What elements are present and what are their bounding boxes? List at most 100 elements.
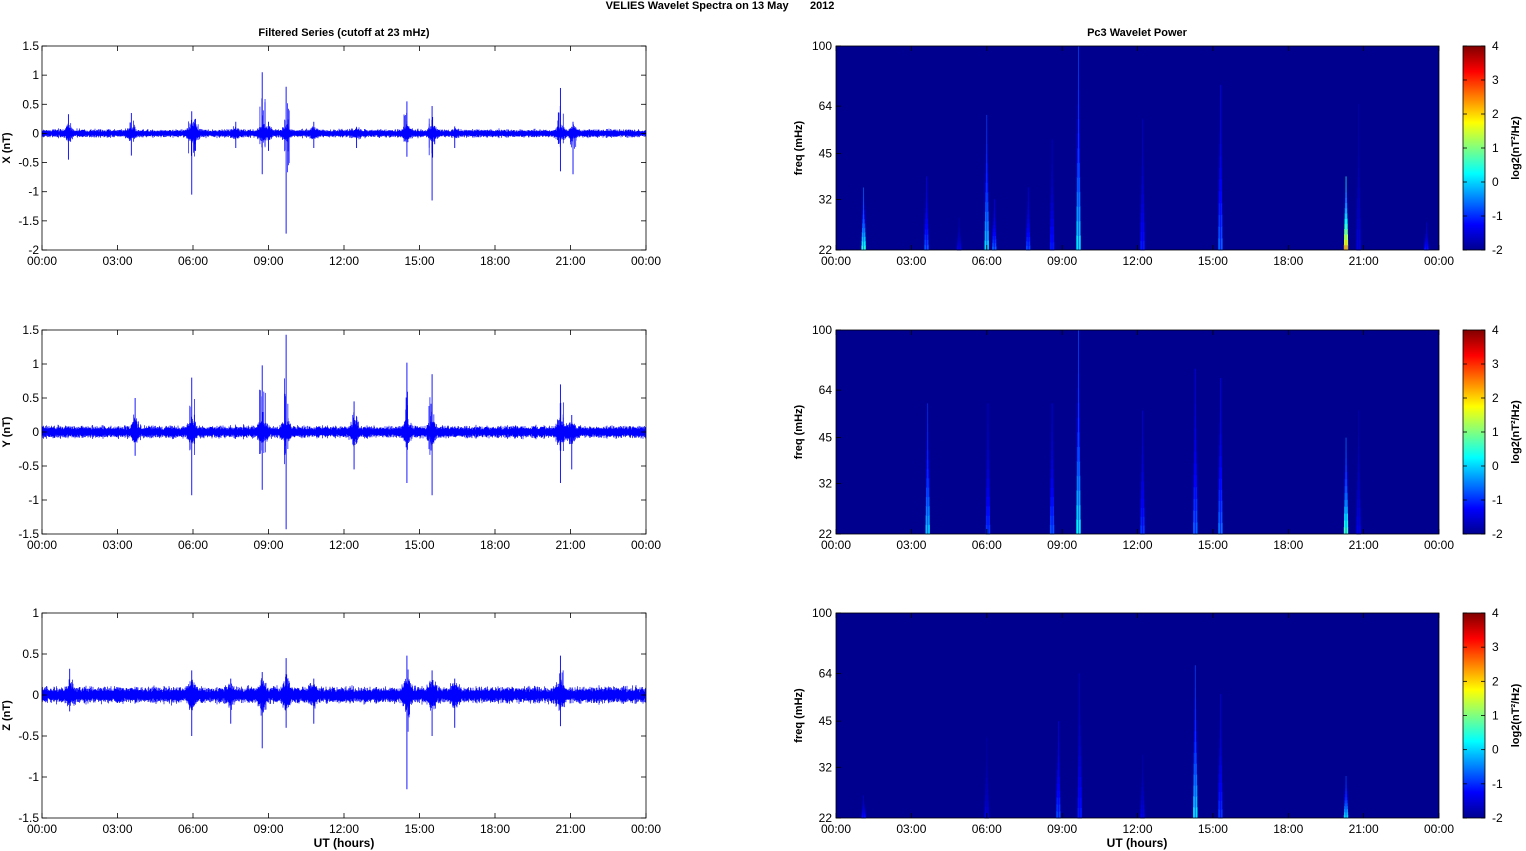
wavelet-power-z-x-tick-label: 18:00 [1273, 822, 1303, 836]
filtered-x-plot-area [42, 46, 646, 250]
filtered-y-x-tick-label: 03:00 [102, 538, 132, 552]
filtered-x-y-tick-label: 1.5 [22, 39, 39, 53]
wavelet-power-y-colorbar-tick-label: 1 [1492, 425, 1499, 439]
figure-title: VELIES Wavelet Spectra on 13 May 2012 [606, 0, 835, 12]
wavelet-power-z-x-tick-label: 06:00 [972, 822, 1002, 836]
wavelet-power-x-x-tick-label: 00:00 [1424, 254, 1454, 268]
wavelet-power-y-colorbar-tick-label: 4 [1492, 323, 1499, 337]
wavelet-power-x-colorbar-tick-label: -2 [1492, 243, 1503, 257]
filtered-y-panel: -1.5 -1 -0.5 0 0.5 1 1.5 00:00 03:00 06:00 09:00 12… [1, 323, 661, 552]
filtered-z-y-tick-label: 1 [32, 606, 39, 620]
filtered-x-y-tick-label: 0.5 [22, 97, 39, 111]
filtered-y-y-tick-label: -1.5 [18, 527, 39, 541]
wavelet-power-z-colorbar-tick-label: 4 [1492, 606, 1499, 620]
filtered-x-x-tick-label: 18:00 [480, 254, 510, 268]
wavelet-power-x-y-tick-label: 64 [819, 99, 833, 113]
filtered-y-y-tick-label: 0.5 [22, 391, 39, 405]
right-column-title: Pc3 Wavelet Power [1087, 27, 1188, 39]
filtered-x-y-tick-label: -0.5 [18, 156, 39, 170]
wavelet-power-x-colorbar-tick-label: 3 [1492, 73, 1499, 87]
filtered-x-x-tick-label: 00:00 [631, 254, 661, 268]
wavelet-power-z-y-tick-label: 45 [819, 714, 833, 728]
wavelet-power-y-y-tick-label: 100 [812, 323, 832, 337]
filtered-z-x-tick-label: 00:00 [631, 822, 661, 836]
wavelet-power-y-x-tick-label: 06:00 [972, 538, 1002, 552]
wavelet-power-y-colorbar-tick-label: -1 [1492, 493, 1503, 507]
filtered-y-x-tick-label: 18:00 [480, 538, 510, 552]
wavelet-power-x-x-tick-label: 15:00 [1198, 254, 1228, 268]
filtered-x-y-tick-label: 1 [32, 68, 39, 82]
filtered-y-y-tick-label: -0.5 [18, 459, 39, 473]
wavelet-power-x-y-tick-label: 45 [819, 147, 833, 161]
filtered-y-y-tick-label: 1 [32, 357, 39, 371]
filtered-z-x-tick-label: 15:00 [404, 822, 434, 836]
wavelet-power-y-x-tick-label: 00:00 [1424, 538, 1454, 552]
wavelet-power-y-y-tick-label: 45 [819, 431, 833, 445]
filtered-y-x-tick-label: 06:00 [178, 538, 208, 552]
wavelet-power-z-x-tick-label: 15:00 [1198, 822, 1228, 836]
wavelet-power-z-x-tick-label: 00:00 [821, 822, 851, 836]
wavelet-power-y-background [836, 330, 1439, 534]
filtered-x-x-tick-label: 03:00 [102, 254, 132, 268]
filtered-x-y-axis-label: X (nT) [1, 132, 13, 163]
wavelet-power-z-y-axis-label: freq (mHz) [793, 688, 805, 743]
wavelet-power-x-y-tick-label: 100 [812, 39, 832, 53]
wavelet-power-y-x-tick-label: 21:00 [1349, 538, 1379, 552]
wavelet-power-z-x-tick-label: 21:00 [1349, 822, 1379, 836]
wavelet-power-z-y-tick-label: 100 [812, 606, 832, 620]
wavelet-power-z-colorbar-tick-label: 1 [1492, 709, 1499, 723]
filtered-z-x-tick-label: 00:00 [27, 822, 57, 836]
filtered-x-x-tick-label: 09:00 [253, 254, 283, 268]
wavelet-power-x-colorbar-tick-label: 4 [1492, 39, 1499, 53]
wavelet-power-y-x-tick-label: 09:00 [1047, 538, 1077, 552]
filtered-z-x-tick-label: 06:00 [178, 822, 208, 836]
wavelet-power-x-x-tick-label: 06:00 [972, 254, 1002, 268]
wavelet-power-y-colorbar-tick-label: 0 [1492, 459, 1499, 473]
right-x-axis-label: UT (hours) [1107, 836, 1168, 850]
filtered-z-y-tick-label: 0.5 [22, 647, 39, 661]
filtered-y-y-axis-label: Y (nT) [1, 416, 13, 447]
wavelet-power-x-colorbar-tick-label: 0 [1492, 175, 1499, 189]
wavelet-power-z-x-tick-label: 03:00 [896, 822, 926, 836]
filtered-x-x-tick-label: 00:00 [27, 254, 57, 268]
wavelet-power-y-y-axis-label: freq (mHz) [793, 404, 805, 459]
filtered-y-y-tick-label: 1.5 [22, 323, 39, 337]
filtered-x-panel: -2 -1.5 -1 -0.5 0 0.5 1 1.5 00:00 03:00 06:00 09:00… [1, 39, 661, 268]
wavelet-power-z-colorbar-label: log2(nT²/Hz) [1510, 683, 1522, 747]
wavelet-power-x-x-tick-label: 09:00 [1047, 254, 1077, 268]
filtered-x-y-tick-label: -1 [28, 185, 39, 199]
filtered-z-x-tick-label: 21:00 [555, 822, 585, 836]
filtered-z-y-tick-label: -1 [28, 770, 39, 784]
filtered-z-y-tick-label: -1.5 [18, 811, 39, 825]
wavelet-power-y-x-tick-label: 18:00 [1273, 538, 1303, 552]
filtered-z-x-tick-label: 18:00 [480, 822, 510, 836]
wavelet-power-y-colorbar-tick-label: -2 [1492, 527, 1503, 541]
wavelet-power-y-colorbar-label: log2(nT²/Hz) [1510, 400, 1522, 464]
left-column-title: Filtered Series (cutoff at 23 mHz) [258, 27, 429, 39]
wavelet-power-z-x-tick-label: 00:00 [1424, 822, 1454, 836]
wavelet-power-z-colorbar-tick-label: 3 [1492, 640, 1499, 654]
wavelet-power-y-y-tick-label: 64 [819, 383, 833, 397]
wavelet-power-x-x-tick-label: 21:00 [1349, 254, 1379, 268]
wavelet-power-x-colorbar-tick-label: 1 [1492, 141, 1499, 155]
wavelet-power-z-colorbar-tick-label: 2 [1492, 674, 1499, 688]
filtered-z-y-tick-label: -0.5 [18, 729, 39, 743]
filtered-z-x-tick-label: 12:00 [329, 822, 359, 836]
wavelet-power-z-y-tick-label: 22 [819, 811, 833, 825]
wavelet-power-x-x-tick-label: 00:00 [821, 254, 851, 268]
wavelet-power-x-colorbar-label: log2(nT²/Hz) [1510, 116, 1522, 180]
wavelet-power-z-background [836, 613, 1439, 818]
filtered-z-y-axis-label: Z (nT) [1, 700, 13, 731]
wavelet-power-x-y-tick-label: 22 [819, 243, 833, 257]
filtered-z-x-tick-label: 09:00 [253, 822, 283, 836]
filtered-z-panel: -1.5 -1 -0.5 0 0.5 1 00:00 03:00 06:00 09:00 12:00… [1, 606, 661, 836]
wavelet-power-x-x-tick-label: 18:00 [1273, 254, 1303, 268]
filtered-y-x-tick-label: 21:00 [555, 538, 585, 552]
wavelet-power-z-colorbar-tick-label: 0 [1492, 743, 1499, 757]
filtered-y-x-tick-label: 12:00 [329, 538, 359, 552]
wavelet-power-x-background [836, 46, 1439, 250]
